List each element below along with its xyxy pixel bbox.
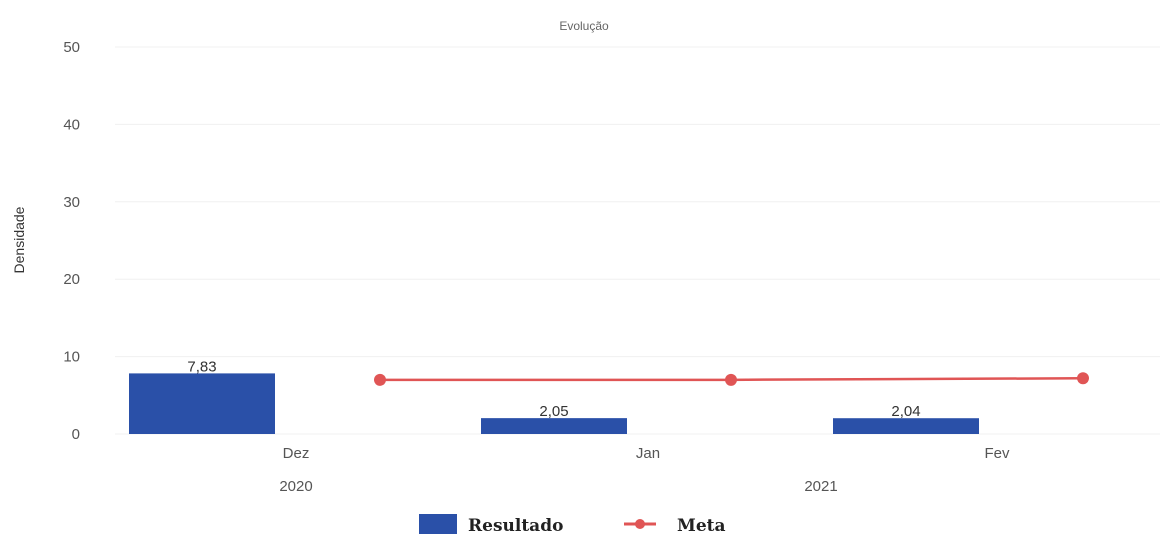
bar-resultado[interactable] — [833, 418, 979, 434]
y-tick-label: 10 — [63, 349, 80, 366]
legend-resultado-label[interactable]: Resultado — [468, 516, 563, 534]
y-tick-label: 50 — [63, 39, 80, 56]
bar-resultado[interactable] — [129, 373, 275, 434]
y-axis-label: Densidade — [11, 206, 27, 273]
legend-meta-label[interactable]: Meta — [677, 516, 726, 534]
legend-resultado-swatch — [419, 514, 457, 534]
chart-title: Evolução — [559, 19, 609, 33]
x-year-label: 2021 — [804, 478, 837, 495]
bar-data-label: 7,83 — [187, 358, 216, 375]
x-tick-label: Fev — [984, 445, 1010, 462]
bar-data-label: 2,04 — [891, 403, 920, 420]
meta-point[interactable] — [725, 373, 737, 386]
y-tick-label: 40 — [63, 116, 80, 133]
meta-point[interactable] — [374, 373, 386, 386]
x-tick-label: Dez — [283, 445, 310, 462]
y-tick-label: 20 — [63, 271, 80, 288]
y-tick-label: 30 — [63, 194, 80, 211]
meta-point[interactable] — [1077, 372, 1089, 385]
y-tick-label: 0 — [72, 426, 80, 443]
bar-resultado[interactable] — [481, 418, 627, 434]
x-year-label: 2020 — [279, 478, 312, 495]
x-tick-label: Jan — [636, 445, 660, 462]
legend-meta-marker — [635, 519, 645, 529]
bar-data-label: 2,05 — [539, 403, 568, 420]
